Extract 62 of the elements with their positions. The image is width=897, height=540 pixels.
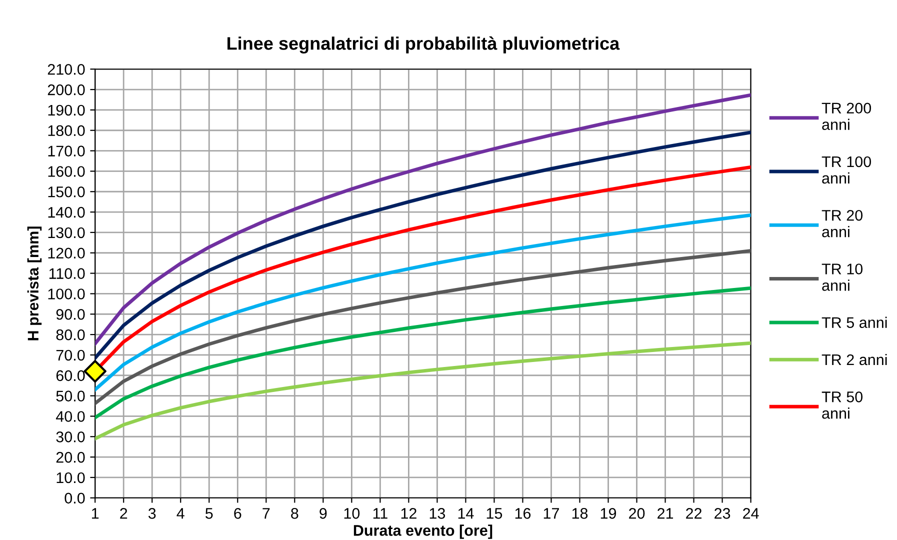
x-tick-label: 15 (486, 508, 502, 519)
x-tick-label: 13 (430, 508, 446, 519)
y-tick-label: 190.0 (48, 104, 85, 116)
line-series (95, 130, 751, 360)
line-series (95, 249, 751, 406)
x-tick-label: 2 (120, 508, 128, 519)
y-tick-label: 140.0 (48, 206, 85, 218)
x-tick-label: 10 (344, 508, 360, 519)
x-tick-label: 16 (515, 508, 531, 519)
legend-label: TR 20 anni (822, 210, 863, 238)
y-tick-label: 0.0 (64, 492, 85, 504)
x-tick-label: 9 (320, 508, 327, 519)
x-tick-label: 7 (262, 508, 270, 519)
y-tick-label: 10.0 (56, 472, 85, 484)
x-tick-label: 19 (600, 508, 616, 519)
x-tick-label: 4 (176, 508, 184, 519)
x-axis-title: Durata evento [ore] (354, 524, 492, 539)
legend-label: TR 2 anni (822, 354, 887, 366)
y-tick-label: 110.0 (49, 268, 85, 279)
legend-label: TR 5 anni (822, 316, 887, 328)
y-tick-label: 70.0 (56, 350, 85, 361)
y-tick-label: 40.0 (56, 411, 85, 422)
y-tick-label: 180.0 (48, 125, 85, 136)
x-tick-label: 11 (373, 508, 388, 519)
y-tick-label: 210.0 (48, 64, 85, 75)
x-tick-label: 21 (658, 508, 674, 519)
legend-label: TR 50 anni (822, 392, 863, 419)
x-tick-label: 23 (714, 508, 730, 519)
x-tick-label: 5 (205, 508, 213, 519)
legend-label: TR 100 anni (822, 156, 872, 184)
legend-label: TR 10 anni (822, 264, 863, 291)
legend-label: TR 200 anni (822, 102, 872, 130)
line-series (95, 341, 751, 440)
y-tick-label: 120.0 (48, 248, 85, 259)
x-tick-label: 24 (743, 508, 759, 519)
y-tick-label: 200.0 (48, 84, 85, 96)
y-tick-label: 50.0 (56, 390, 85, 402)
y-tick-label: 90.0 (56, 308, 85, 320)
x-tick-label: 14 (458, 508, 474, 519)
y-tick-label: 130.0 (48, 227, 85, 238)
y-tick-label: 60.0 (56, 370, 85, 382)
x-tick-label: 3 (148, 508, 156, 519)
x-tick-label: 20 (629, 508, 645, 519)
x-tick-label: 22 (686, 508, 702, 519)
x-tick-label: 18 (572, 508, 588, 519)
y-tick-label: 30.0 (56, 431, 85, 442)
y-tick-label: 100.0 (48, 288, 85, 300)
y-tick-label: 170.0 (48, 146, 85, 156)
y-tick-label: 20.0 (56, 452, 85, 463)
x-tick-label: 8 (291, 508, 298, 519)
y-tick-label: 160.0 (48, 166, 85, 177)
x-tick-label: 6 (234, 508, 242, 519)
y-tick-label: 80.0 (56, 329, 85, 340)
line-series (95, 213, 751, 392)
y-axis-title: H prevista [mm] (27, 226, 42, 340)
y-tick-label: 150.0 (48, 186, 85, 198)
x-tick-label: 17 (544, 508, 559, 519)
line-series (95, 286, 751, 420)
x-tick-label: 1 (92, 508, 99, 519)
chart-title: Linee segnalatrici di probabilità pluviometrica (228, 36, 620, 54)
x-tick-label: 12 (401, 508, 416, 519)
line-series (95, 93, 751, 346)
